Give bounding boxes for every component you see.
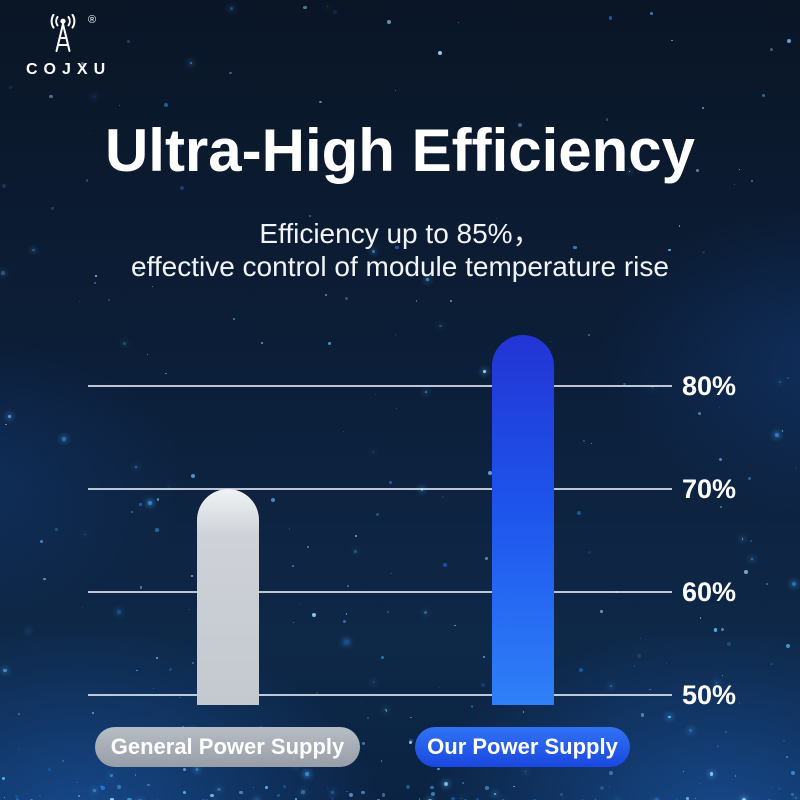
subtitle-line2: effective control of module temperature … [131, 251, 669, 282]
legend-our-power-supply: Our Power Supply [415, 727, 630, 767]
subtitle-line1: Efficiency up to 85%， [259, 218, 541, 249]
y-tick-label: 70% [682, 474, 737, 504]
legend-general-power-supply: General Power Supply [95, 727, 360, 767]
gridline [88, 591, 672, 593]
bar-general-power-supply [197, 489, 259, 705]
gridline [88, 488, 672, 490]
brand-name: COJXU [26, 61, 112, 78]
gridline [88, 385, 672, 387]
gridline [88, 694, 672, 696]
brand-logo: ® COJXU [26, 13, 112, 79]
y-tick-label: 80% [682, 371, 737, 401]
bar-our-power-supply [492, 334, 554, 705]
registered-trademark: ® [88, 14, 97, 26]
y-tick-label: 60% [682, 577, 737, 607]
y-tick-label: 50% [682, 680, 737, 710]
bar-chart: 80% 70% 60% 50% [0, 310, 800, 720]
page-title: Ultra-High Efficiency [104, 117, 696, 184]
antenna-icon [50, 13, 76, 52]
